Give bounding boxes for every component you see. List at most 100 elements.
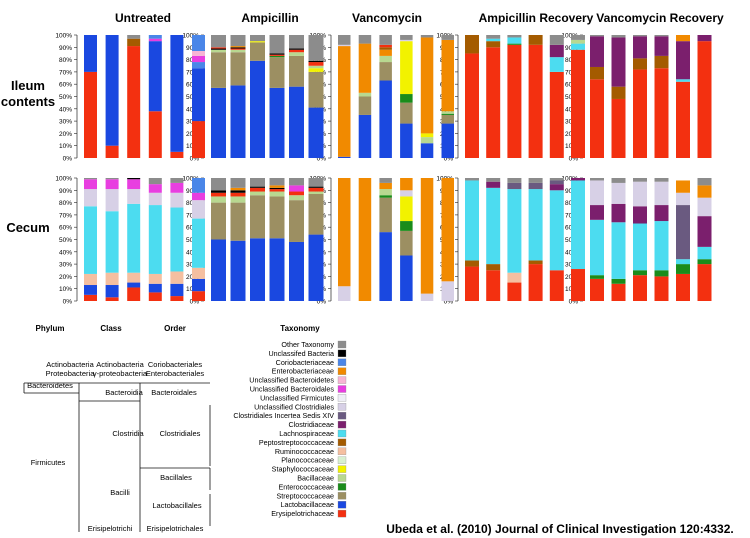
bar-segment (697, 178, 712, 186)
bar-segment (308, 60, 324, 63)
class-erisipelotrichi: Erisipelotrichi (88, 524, 133, 533)
bar-segment (676, 35, 690, 42)
legend-swatch (337, 376, 347, 384)
phylum-bacteroidetes: Bacteroidetes (27, 381, 73, 390)
header-order: Order (164, 324, 186, 333)
bar-segment (379, 47, 392, 50)
legend-label: Unclassified Bacteroidetes (249, 376, 334, 385)
bar-segment (170, 296, 184, 301)
bar-segment (676, 180, 690, 193)
bar-segment (308, 35, 324, 61)
legend-label: Enterobacteriaceae (272, 367, 334, 376)
bar-segment (507, 44, 522, 159)
bar-segment (289, 49, 304, 53)
bar-segment (269, 189, 285, 192)
bar-segment (590, 66, 604, 80)
legend-swatch (337, 483, 347, 491)
bar-segment (211, 52, 226, 88)
bar-segment (358, 43, 372, 93)
legend-label: Unclassified Clostridiales (254, 402, 334, 411)
legend-label: Planococcaceae (281, 456, 334, 465)
phylum-actinobacteria: Actinobacteria (46, 360, 94, 369)
bar-stack (170, 178, 184, 301)
bar-stack (170, 35, 184, 158)
class-clostridia: Clostridia (112, 429, 144, 438)
title-ampicillin: Ampicillin (241, 11, 298, 25)
bar-segment (549, 180, 564, 185)
bar-segment (192, 200, 205, 219)
bar-segment (549, 44, 564, 58)
bar-segment (308, 193, 324, 235)
bar-segment (84, 273, 97, 286)
y-tick-label: 50% (59, 94, 72, 101)
bar-segment (697, 41, 712, 158)
bar-segment (230, 46, 246, 48)
bar-stack (289, 178, 304, 301)
bar-segment (676, 81, 690, 158)
y-tick-label: 70% (59, 212, 72, 219)
bar-segment (465, 180, 479, 261)
bar-stack (507, 178, 522, 301)
bar-segment (611, 86, 626, 99)
bar-segment (250, 191, 265, 196)
bar-stack (486, 178, 501, 301)
y-tick-label: 100% (561, 33, 578, 40)
legend-swatch (337, 456, 347, 464)
bar-segment (633, 178, 647, 182)
bar-segment (400, 178, 413, 191)
y-tick-label: 70% (59, 69, 72, 76)
bar-segment (697, 185, 712, 198)
y-tick-label: 20% (59, 274, 72, 281)
bar-segment (170, 283, 184, 297)
bar-segment (250, 41, 265, 43)
bar-segment (441, 123, 454, 158)
bar-segment (507, 37, 522, 44)
bar-segment (611, 35, 626, 38)
bar-segment (308, 107, 324, 158)
bar-segment (148, 178, 162, 185)
bar-stack (549, 178, 564, 301)
bar-segment (105, 285, 119, 298)
bar-segment (192, 55, 205, 63)
bar-segment (611, 98, 626, 158)
bar-stack (379, 35, 392, 158)
bar-segment (170, 271, 184, 284)
bar-segment (400, 123, 413, 158)
bar-segment (420, 137, 434, 144)
bar-segment (358, 92, 372, 97)
bar-segment (338, 44, 351, 47)
bar-segment (148, 35, 162, 39)
bar-segment (269, 55, 285, 58)
bar-segment (338, 46, 351, 157)
bar-segment (676, 273, 690, 301)
bar-segment (230, 178, 246, 188)
bar-stack (269, 178, 285, 301)
bar-segment (308, 186, 324, 188)
bar-segment (590, 275, 604, 279)
y-tick-label: 60% (59, 82, 72, 89)
bar-segment (528, 182, 543, 190)
row-label-contents: contents (1, 94, 55, 109)
y-axis-0-0: 0% 10% 20% 30% 40% 50% 60% 70% 80% 90% 100% (55, 33, 78, 163)
bar-segment (338, 35, 351, 45)
legend-swatch (337, 403, 347, 411)
bar-segment (170, 182, 184, 193)
bar-segment (269, 187, 285, 190)
legend-swatch (337, 367, 347, 375)
bar-segment (250, 60, 265, 158)
bar-segment (379, 80, 392, 158)
bar-segment (633, 35, 647, 37)
bar-segment (379, 182, 392, 190)
bar-stack (358, 178, 372, 301)
header-phylum: Phylum (36, 324, 65, 333)
bar-segment (507, 282, 522, 301)
legend-label: Other Taxonomy (281, 340, 334, 349)
bar-segment (379, 44, 392, 48)
bar-segment (230, 202, 246, 241)
bar-segment (289, 241, 304, 301)
legend-swatch (337, 349, 347, 358)
bar-segment (105, 35, 119, 146)
bar-segment (192, 121, 205, 158)
bar-segment (633, 223, 647, 271)
